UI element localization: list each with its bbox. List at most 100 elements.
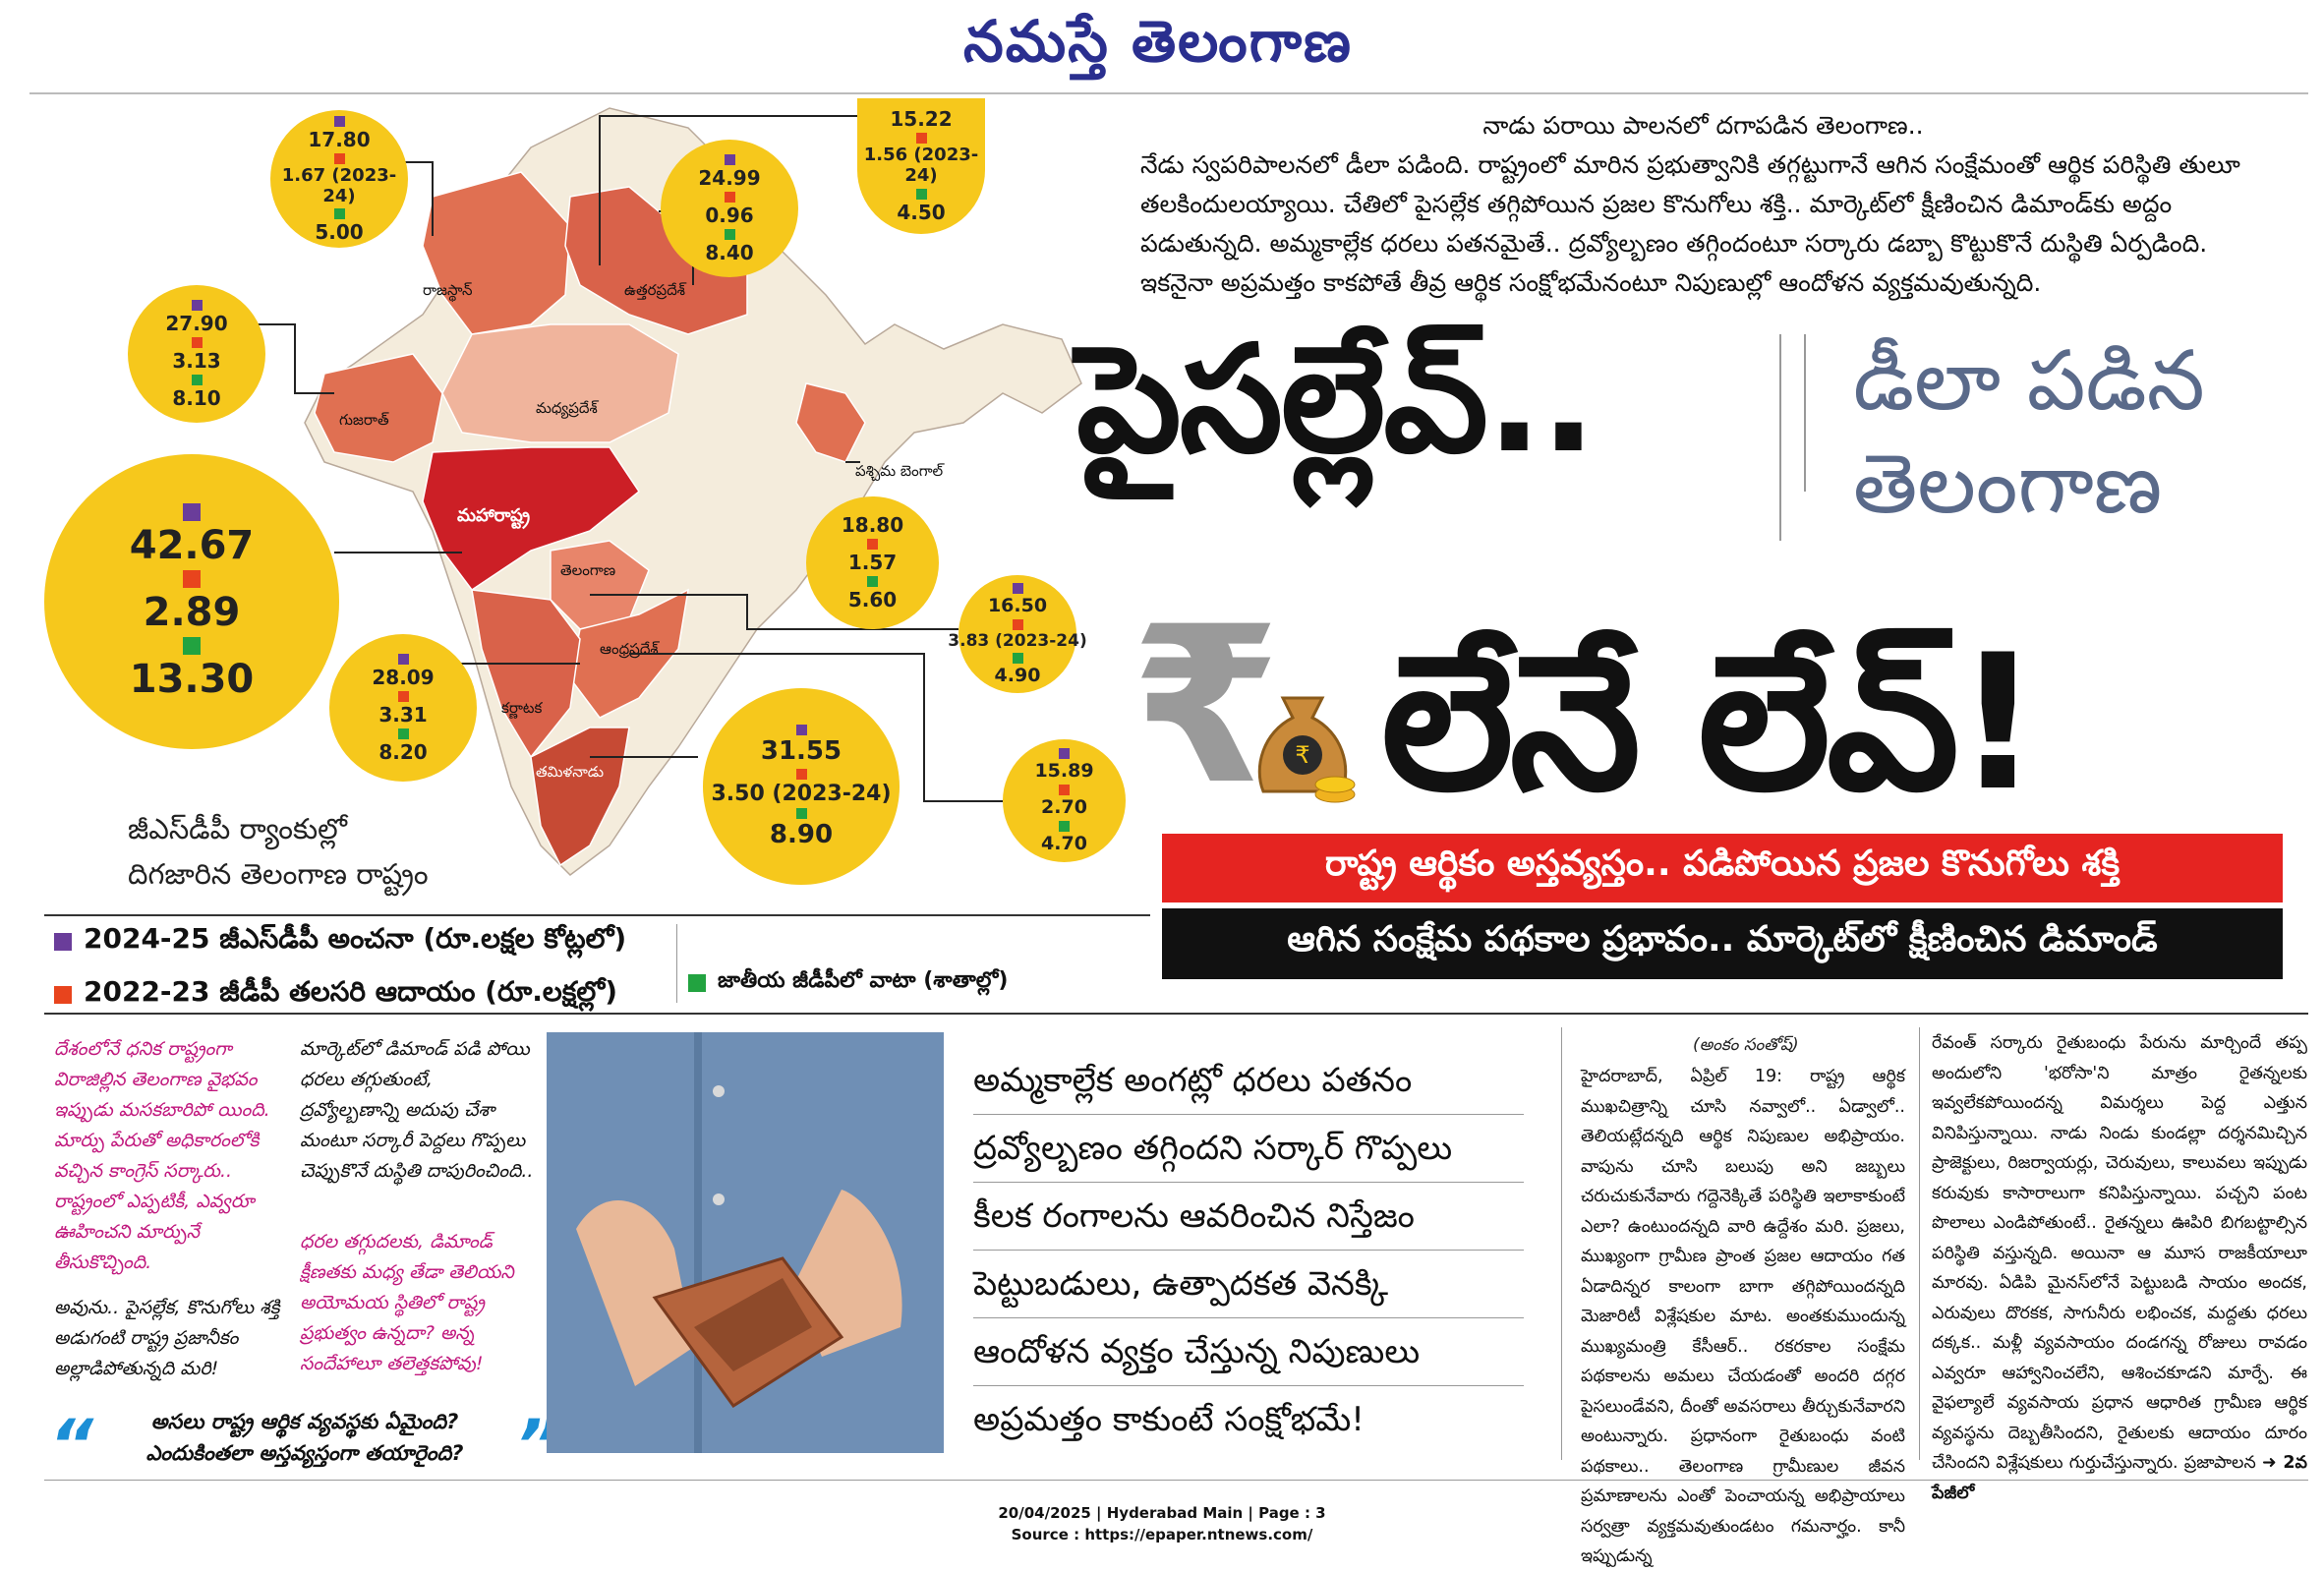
india-map: రాజస్థాన్ ఉత్తరప్రదేశ్ గుజరాత్ మధ్యప్రదే…	[246, 107, 1082, 876]
headline-line2: లేనే లేవ్!	[1381, 614, 2041, 832]
per-capita-value: 2.70	[1041, 796, 1087, 819]
caption-line1: జీఎస్‌డీపీ ర్యాంకుల్లో	[128, 812, 348, 845]
section-rule	[44, 1013, 2308, 1015]
side-text-pink1: దేశంలోనే ధనిక రాష్ట్రంగా విరాజిల్లిన తెల…	[54, 1038, 270, 1273]
orange-square-icon	[724, 192, 735, 203]
article-col2-text: రేవంత్ సర్కారు రైతుబంధు పేరును మార్చిందే…	[1932, 1033, 2307, 1473]
circle-maharashtra: 42.67 2.89 13.30	[44, 454, 339, 749]
legend-green-label: జాతీయ జీడీపీలో వాటా (శాతాల్లో)	[718, 968, 1009, 993]
circle-uttarpradesh: 24.99 0.96 8.40	[661, 140, 798, 277]
money-bag-icon: ₹	[1257, 696, 1356, 803]
map-label-rajasthan: రాజస్థాన్	[423, 281, 472, 302]
orange-square-icon	[1059, 785, 1070, 796]
headline-line1: పైసల్లేవ్..	[1076, 315, 1597, 486]
orange-square-icon	[867, 539, 878, 550]
pull-line-3: కీలక రంగాలను ఆవరించిన నిస్తేజం	[973, 1183, 1524, 1251]
circle-tamilnadu: 15.89 2.70 4.70	[1003, 739, 1126, 862]
green-square-icon	[1059, 820, 1070, 832]
column-divider2	[1919, 1027, 1920, 1460]
footer-line1: 20/04/2025 | Hyderabad Main | Page : 3	[998, 1504, 1326, 1522]
legend-orange: 2022-23 జీడీపీ తలసరి ఆదాయం (రూ.లక్షల్లో)	[54, 975, 626, 1015]
pull-quote: అమ్మకాల్లేక అంగట్లో ధరలు పతనం ద్రవ్యోల్బ…	[973, 1047, 1524, 1453]
green-square-icon	[333, 208, 345, 220]
gsdp-value: 15.22	[890, 107, 953, 132]
purple-square-icon	[333, 115, 345, 127]
headline-side2: తెలంగాణ	[1853, 436, 2163, 532]
green-square-icon	[688, 974, 706, 992]
legend-divider	[676, 924, 677, 1003]
gdp-share-value: 8.20	[378, 740, 428, 764]
purple-square-icon	[183, 503, 201, 521]
quote-line1: అసలు రాష్ట్ర ఆర్థిక వ్యవస్థకు ఏమైంది?	[150, 1410, 459, 1433]
map-state-rajasthan	[422, 171, 571, 335]
gsdp-value: 16.50	[987, 594, 1048, 616]
map-label-tamilnadu: తమిళనాడు	[536, 763, 604, 781]
gsdp-value: 18.80	[841, 513, 904, 537]
map-label-telangana: తెలంగాణ	[560, 561, 615, 579]
masthead: నమస్తే తెలంగాణ	[963, 8, 1353, 75]
intro-line1: నాడు పరాయి పాలనలో దగాపడిన తెలంగాణ..	[1482, 111, 1924, 140]
orange-square-icon	[1012, 618, 1023, 630]
article-col2: రేవంత్ సర్కారు రైతుబంధు పేరును మార్చిందే…	[1932, 1033, 2307, 1503]
per-capita-value: 3.31	[378, 703, 428, 727]
map-label-westbengal: పశ్చిమ బెంగాల్	[855, 462, 946, 482]
per-capita-value: 1.57	[847, 551, 898, 574]
orange-square-icon	[183, 570, 201, 588]
circle-andhrapradesh: 31.55 3.50 (2023-24) 8.90	[703, 688, 900, 885]
green-square-icon	[183, 637, 201, 655]
wallet-photo	[547, 1032, 944, 1453]
byline: (అంకం సంతోష్)	[1693, 1035, 1799, 1055]
rupee-icon: ₹	[1131, 580, 1282, 832]
per-capita-value: 3.50 (2023-24)	[711, 781, 892, 806]
column-divider	[1561, 1027, 1562, 1460]
pull-line-4: పెట్టుబడులు, ఉత్పాదకత వెనక్కి	[973, 1251, 1524, 1318]
continued-link[interactable]: 2వ పేజీలో	[1932, 1453, 2307, 1503]
gdp-share-value: 5.60	[847, 588, 898, 611]
gdp-share-value: 13.30	[129, 657, 255, 702]
pull-line-5: ఆందోళన వ్యక్తం చేస్తున్న నిపుణులు	[973, 1318, 1524, 1386]
legend: 2024-25 జీఎస్‌డీపీ అంచనా (రూ.లక్షల కోట్ల…	[54, 922, 626, 1015]
banner-black: ఆగిన సంక్షేమ పథకాల ప్రభావం.. మార్కెట్‌లో…	[1162, 908, 2283, 979]
green-square-icon	[191, 375, 203, 385]
gdp-share-value: 8.40	[705, 241, 754, 264]
legend-orange-label: 2022-23 జీడీపీ తలసరి ఆదాయం (రూ.లక్షల్లో)	[84, 975, 617, 1008]
headline-side: డీలా పడిన తెలంగాణ	[1853, 329, 2205, 536]
legend-purple: 2024-25 జీఎస్‌డీపీ అంచనా (రూ.లక్షల కోట్ల…	[54, 922, 626, 961]
gsdp-value: 28.09	[372, 666, 435, 689]
legend-purple-label: 2024-25 జీఎస్‌డీపీ అంచనా (రూ.లక్షల కోట్ల…	[84, 922, 627, 955]
banner-red: రాష్ట్ర ఆర్థికం అస్తవ్యస్తం.. పడిపోయిన ప…	[1162, 834, 2283, 902]
headline-side1: డీలా పడిన	[1853, 332, 2205, 429]
circle-karnataka: 28.09 3.31 8.20	[329, 634, 477, 782]
map-label-madhyapradesh: మధ్యప్రదేశ్	[536, 399, 599, 419]
gsdp-value: 24.99	[698, 166, 761, 190]
intro-body: నేడు స్వపరిపాలనలో డీలా పడింది. రాష్ట్రంల…	[1140, 150, 2240, 297]
gsdp-value: 15.89	[1034, 760, 1094, 783]
gdp-share-value: 8.10	[172, 386, 221, 410]
map-state-maharashtra	[422, 446, 641, 592]
side-text-col2: మార్కెట్‌లో డిమాండ్ పడి పోయి ధరలు తగ్గుత…	[300, 1038, 534, 1182]
map-label-uttarpradesh: ఉత్తరప్రదేశ్	[624, 281, 687, 300]
pull-line-6: అప్రమత్తం కాకుంటే సంక్షోభమే!	[973, 1400, 1365, 1439]
map-label-maharashtra: మహారాష్ట్ర	[457, 505, 531, 530]
per-capita-value: 2.89	[143, 590, 241, 635]
green-square-icon	[724, 229, 735, 240]
quote-box: “ అసలు రాష్ట్ర ఆర్థిక వ్యవస్థకు ఏమైంది? …	[49, 1406, 560, 1480]
headline-divider2	[1804, 334, 1806, 492]
side-text-pink2: ధరల తగ్గుదలకు, డిమాండ్ క్షీణతకు మధ్య తేడ…	[300, 1231, 514, 1374]
gdp-share-value: 4.90	[994, 665, 1041, 687]
orange-square-icon	[333, 152, 345, 164]
orange-square-icon	[915, 133, 927, 145]
gdp-share-value: 4.50	[897, 200, 946, 224]
pull-line-1: అమ్మకాల్లేక అంగట్లో ధరలు పతనం	[973, 1047, 1524, 1115]
gdp-share-value: 8.90	[769, 820, 834, 850]
green-square-icon	[397, 728, 409, 739]
purple-square-icon	[795, 724, 807, 735]
map-state-madhyapradesh	[441, 323, 679, 443]
map-label-andhrapradesh: ఆంధ్రప్రదేశ్	[600, 640, 660, 659]
gdp-share-value: 4.70	[1041, 832, 1087, 854]
map-state-gujarat	[314, 353, 443, 463]
legend-rule	[44, 914, 1150, 916]
orange-square-icon	[397, 691, 409, 702]
circle-up-north: 15.22 1.56 (2023-24) 4.50	[857, 98, 985, 234]
green-square-icon	[867, 576, 878, 587]
